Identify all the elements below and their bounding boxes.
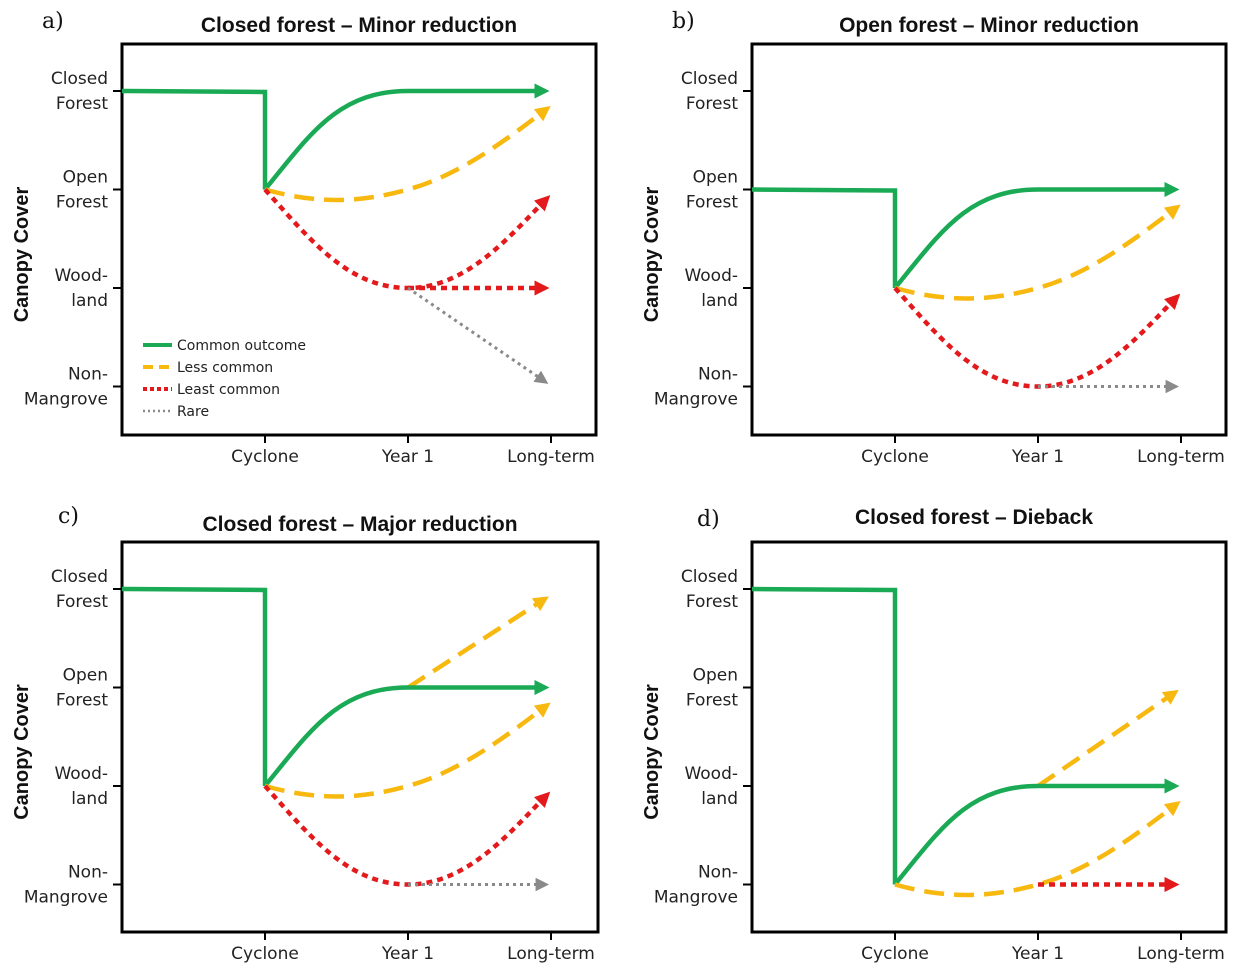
y-tick-label: Wood-land [684,266,738,311]
panel-letter: d) [697,507,720,532]
panel-letter: b) [672,9,695,34]
pre-cyclone-line [121,88,268,190]
panel-letter: c) [58,504,79,529]
y-tick-label: Wood-land [54,764,108,809]
y-axis-label: Canopy Cover [11,186,33,322]
plot-frame [750,42,1228,437]
legend-label-rare: Rare [177,404,209,420]
plot-frame [750,540,1228,934]
trajectory-rare [407,286,549,384]
legend-label-common: Common outcome [177,338,306,354]
panel-title: Open forest – Minor reduction [839,14,1139,37]
y-tick-label: Closed Forest [681,69,738,114]
trajectory-least [263,187,551,291]
panel-b: b) Open forest – Minor reduction Canopy Co… [641,9,1228,467]
y-tick-label: Open Forest [56,168,109,213]
x-tick-label: Cyclone [861,447,929,467]
y-tick-label: Wood-land [684,764,738,809]
x-tick-label: Long-term [1137,447,1225,467]
y-tick-label: Wood-land [54,266,108,311]
x-tick-label: Cyclone [231,447,299,467]
y-tick-label: Closed Forest [51,69,108,114]
x-tick-label: Long-term [507,944,595,964]
y-tick-label: Open Forest [686,666,739,711]
y-tick-label: Open Forest [56,666,109,711]
panel-d: d) Closed forest – Dieback Canopy Cover Clo… [641,506,1228,964]
y-tick-label: Non-Mangrove [654,365,738,410]
x-tick-label: Cyclone [861,944,929,964]
legend-label-least: Least common [177,382,280,398]
trajectory-less [406,596,549,690]
y-tick-label: Open Forest [686,168,739,213]
y-axis-label: Canopy Cover [641,684,663,820]
trajectory-least [893,286,1181,389]
x-tick-label: Long-term [1137,944,1225,964]
panel-c: c) Closed forest – Major reduction Canopy … [11,504,600,964]
x-tick-label: Year 1 [381,447,434,467]
y-tick-label: Non-Mangrove [24,365,108,410]
panel-title: Closed forest – Major reduction [202,513,517,536]
y-axis-label: Canopy Cover [11,684,33,820]
trajectory-common [263,83,550,191]
plot-frame [120,42,598,437]
trajectory-less [1036,689,1179,788]
y-axis-label: Canopy Cover [641,186,663,322]
trajectory-common [263,679,550,788]
panel-a: a) Closed forest – Minor reduction Canopy … [11,9,598,467]
trajectory-least [263,784,551,887]
legend-label-less: Less common [177,360,273,376]
panel-letter: a) [42,9,64,34]
x-tick-label: Year 1 [1011,447,1064,467]
plot-frame [120,540,600,934]
y-tick-label: Closed Forest [51,567,108,612]
trajectory-common [893,181,1180,290]
panels-root: a) Closed forest – Minor reduction Canopy … [11,9,1228,964]
y-tick-label: Non-Mangrove [654,863,738,908]
y-tick-label: Non-Mangrove [24,863,108,908]
pre-cyclone-line [751,187,898,288]
trajectory-less [264,702,551,799]
trajectory-less [264,105,551,203]
y-tick-label: Closed Forest [681,567,738,612]
legend: Common outcome Less common Least common Rar… [143,338,306,420]
pre-cyclone-line [751,586,898,885]
x-tick-label: Cyclone [231,944,299,964]
panel-title: Closed forest – Minor reduction [201,14,517,37]
x-tick-label: Long-term [507,447,595,467]
x-tick-label: Year 1 [381,944,434,964]
x-tick-label: Year 1 [1011,944,1064,964]
pre-cyclone-line [121,586,268,786]
panel-title: Closed forest – Dieback [855,506,1093,529]
trajectory-common [893,778,1180,886]
trajectory-less [894,800,1181,898]
trajectory-less [894,204,1181,301]
